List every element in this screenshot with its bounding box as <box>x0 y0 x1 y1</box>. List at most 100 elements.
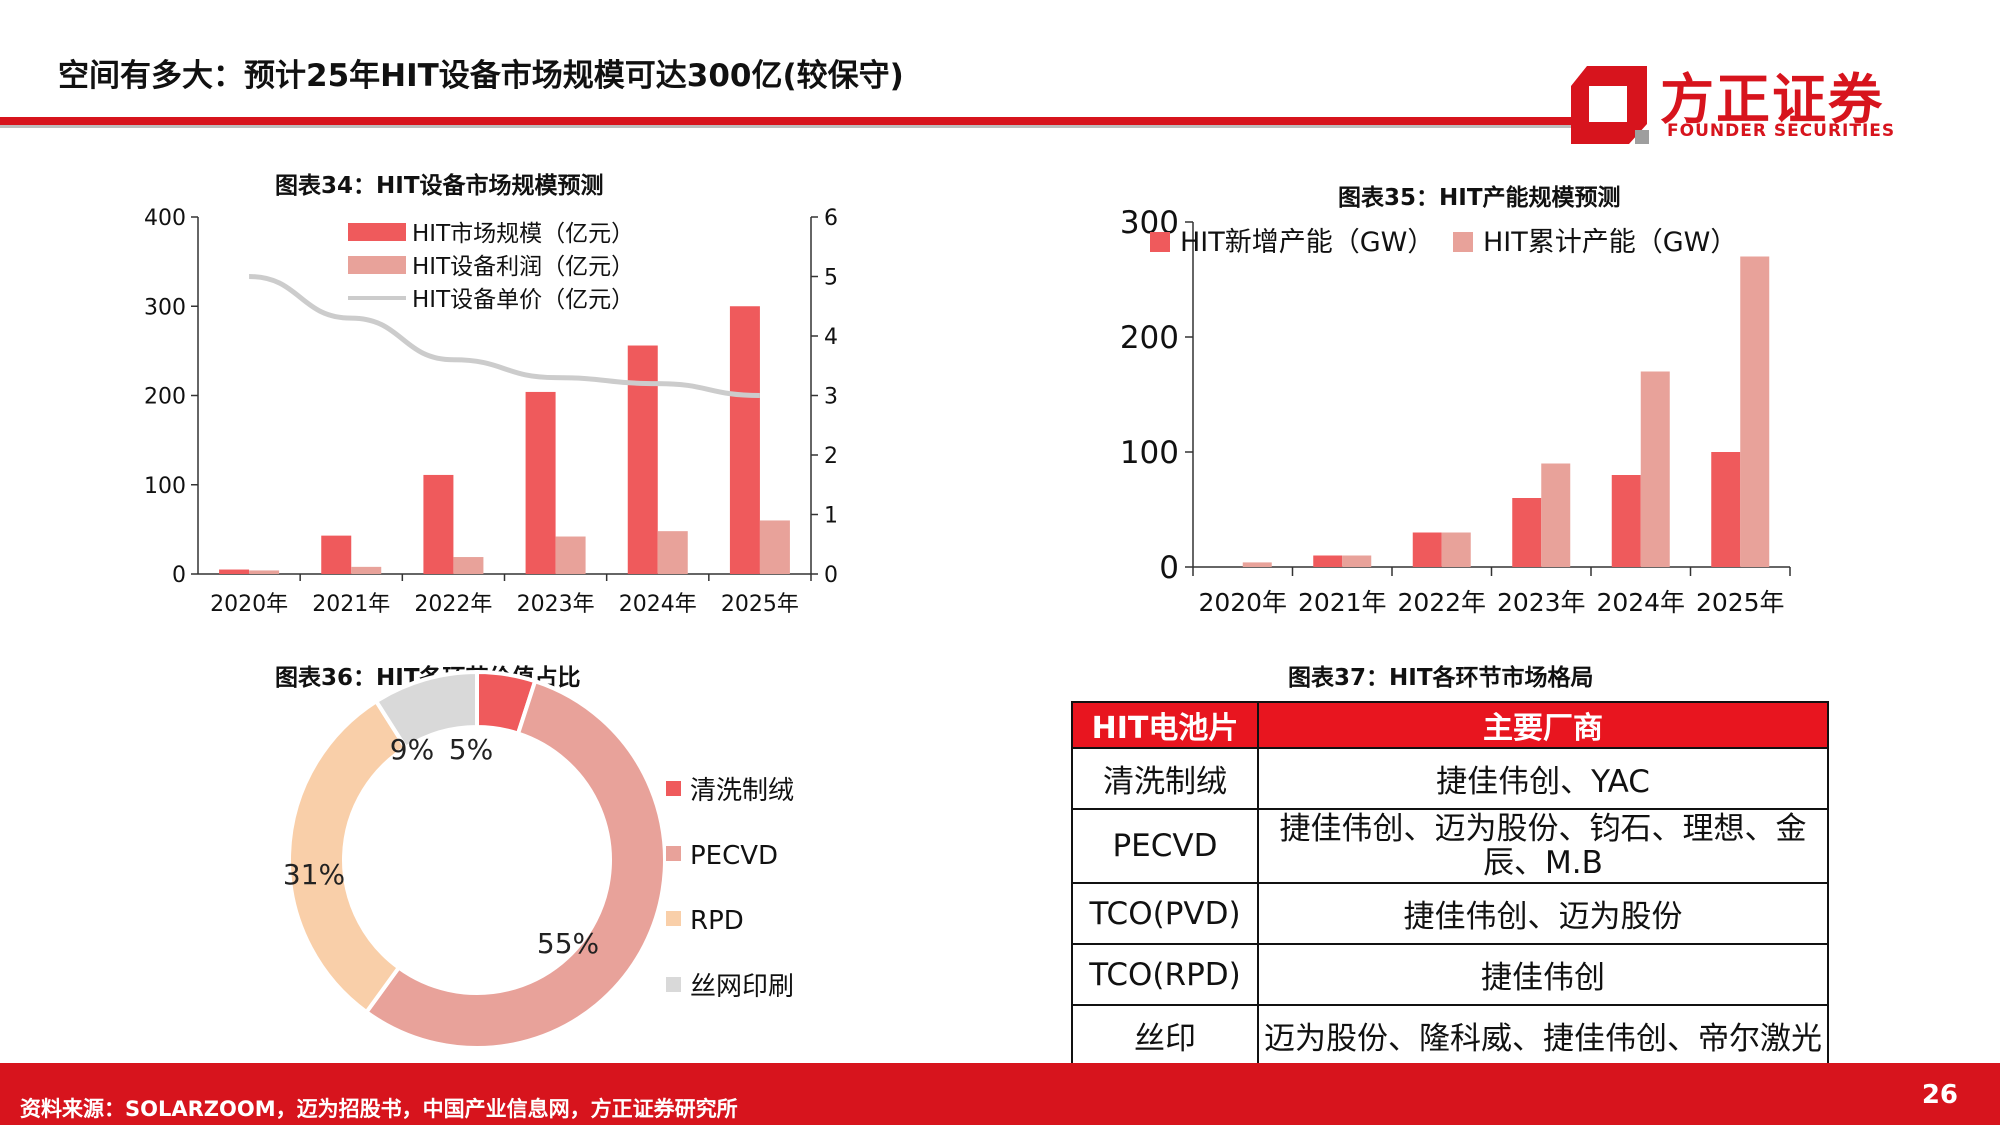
x-tick-label: 2020年 <box>210 592 288 617</box>
x-tick-label: 2020年 <box>1198 588 1287 617</box>
table-row: 丝印 迈为股份、隆科威、捷佳伟创、帝尔激光 <box>1071 1004 1829 1067</box>
y-left-tick-label: 300 <box>144 295 186 320</box>
legend-swatch <box>666 911 681 926</box>
bar-new-capacity <box>1412 532 1442 567</box>
table-row: 清洗制绒 捷佳伟创、YAC <box>1071 747 1829 810</box>
table-cell-vendors: 捷佳伟创、迈为股份 <box>1257 882 1829 945</box>
legend-swatch <box>666 846 681 861</box>
y-right-tick-label: 6 <box>824 206 838 231</box>
bar-cumulative-capacity <box>1640 371 1670 567</box>
donut-slice <box>373 669 479 751</box>
title-divider <box>0 117 1575 125</box>
legend-swatch-market-size <box>348 223 406 241</box>
y-left-tick-label: 200 <box>144 385 186 410</box>
bar-new-capacity <box>1611 475 1641 567</box>
table-header-cell: 主要厂商 <box>1257 701 1829 749</box>
footer-source: 资料来源：SOLARZOOM，迈为招股书，中国产业信息网，方正证券研究所 <box>20 1097 738 1121</box>
slice-label: 31% <box>283 858 345 891</box>
legend-swatch <box>666 977 681 992</box>
y-right-tick-label: 3 <box>824 385 838 410</box>
bar-equipment-profit <box>759 520 790 574</box>
legend-label: 清洗制绒 <box>690 776 794 806</box>
y-tick-label: 0 <box>1159 550 1179 586</box>
bar-cumulative-capacity <box>1740 256 1770 567</box>
x-tick-label: 2021年 <box>312 592 390 617</box>
x-tick-label: 2022年 <box>1397 588 1486 617</box>
x-tick-label: 2025年 <box>1696 588 1785 617</box>
bar-market-size <box>423 474 454 574</box>
slice-label: 9% <box>390 733 434 766</box>
bar-new-capacity <box>1512 498 1542 567</box>
y-left-tick-label: 400 <box>144 206 186 231</box>
table-cell-vendors: 捷佳伟创、迈为股份、钧石、理想、金辰、M.B <box>1257 808 1829 884</box>
legend-label: HIT市场规模（亿元） <box>412 221 634 247</box>
legend-label: HIT累计产能（GW） <box>1483 227 1737 258</box>
logo-text-cn: 方正证券 <box>1660 68 1884 131</box>
table-cell-stage: TCO(RPD) <box>1071 943 1259 1006</box>
legend-label: HIT新增产能（GW） <box>1180 227 1434 258</box>
table-header-row: HIT电池片 主要厂商 <box>1071 701 1829 749</box>
y-left-tick-label: 100 <box>144 474 186 499</box>
table-cell-stage: 丝印 <box>1071 1004 1259 1067</box>
page-number: 26 <box>1921 1080 1958 1110</box>
table-row: TCO(PVD) 捷佳伟创、迈为股份 <box>1071 882 1829 945</box>
y-tick-label: 100 <box>1120 435 1179 471</box>
line-unit-price <box>249 274 760 398</box>
bar-market-size <box>219 569 250 574</box>
x-tick-label: 2023年 <box>1497 588 1586 617</box>
y-right-tick-label: 5 <box>824 266 838 291</box>
title-divider-shadow <box>0 125 1575 128</box>
table-cell-vendors: 捷佳伟创、YAC <box>1257 747 1829 810</box>
bar-new-capacity <box>1711 452 1741 567</box>
y-tick-label: 200 <box>1120 320 1179 356</box>
legend-label: HIT设备单价（亿元） <box>412 287 634 313</box>
x-tick-label: 2021年 <box>1298 588 1387 617</box>
logo-text-en: FOUNDER SECURITIES <box>1667 121 1896 141</box>
x-tick-label: 2024年 <box>619 592 697 617</box>
bar-equipment-profit <box>249 570 280 574</box>
logo-mark-icon <box>1571 66 1649 144</box>
market-structure-table: HIT电池片 主要厂商 清洗制绒 捷佳伟创、YAC PECVD 捷佳伟创、迈为股… <box>1071 701 1829 1067</box>
y-right-tick-label: 1 <box>824 504 838 529</box>
bar-cumulative-capacity <box>1441 532 1471 567</box>
table-row: TCO(RPD) 捷佳伟创 <box>1071 943 1829 1006</box>
bar-new-capacity <box>1313 555 1343 567</box>
table-header-cell: HIT电池片 <box>1071 701 1259 749</box>
legend-swatch <box>1453 232 1473 252</box>
bar-market-size <box>321 535 352 574</box>
chart34-caption: 图表34：HIT设备市场规模预测 <box>275 173 604 199</box>
table-cell-vendors: 捷佳伟创 <box>1257 943 1829 1006</box>
y-right-tick-label: 0 <box>824 563 838 588</box>
bar-equipment-profit <box>657 531 688 574</box>
y-left-tick-label: 0 <box>172 563 186 588</box>
donut-slice <box>363 678 667 1050</box>
legend-label: 丝网印刷 <box>690 972 794 1002</box>
y-right-tick-label: 4 <box>824 325 838 350</box>
page-title: 空间有多大：预计25年HIT设备市场规模可达300亿(较保守) <box>58 58 904 94</box>
legend-label: RPD <box>690 906 744 936</box>
slice-label: 55% <box>537 927 599 960</box>
brand-logo: 方正证券 FOUNDER SECURITIES <box>1565 55 1905 150</box>
x-tick-label: 2022年 <box>414 592 492 617</box>
donut-slice <box>286 698 409 1015</box>
x-tick-label: 2024年 <box>1596 588 1685 617</box>
bar-market-size <box>729 306 760 574</box>
footer-bar <box>0 1063 2000 1125</box>
legend-swatch <box>666 781 681 796</box>
slice-label: 5% <box>449 733 493 766</box>
y-right-tick-label: 2 <box>824 444 838 469</box>
table-cell-vendors: 迈为股份、隆科威、捷佳伟创、帝尔激光 <box>1257 1004 1829 1067</box>
x-tick-label: 2025年 <box>721 592 799 617</box>
legend-label: PECVD <box>690 841 778 871</box>
bar-equipment-profit <box>555 536 586 574</box>
bar-cumulative-capacity <box>1541 463 1571 567</box>
table-cell-stage: TCO(PVD) <box>1071 882 1259 945</box>
legend-swatch <box>1150 232 1170 252</box>
table-cell-stage: PECVD <box>1071 808 1259 884</box>
bar-cumulative-capacity <box>1342 555 1372 567</box>
table-cell-stage: 清洗制绒 <box>1071 747 1259 810</box>
bar-market-size <box>525 391 556 574</box>
legend-swatch-equipment-profit <box>348 256 406 274</box>
table-row: PECVD 捷佳伟创、迈为股份、钧石、理想、金辰、M.B <box>1071 808 1829 884</box>
